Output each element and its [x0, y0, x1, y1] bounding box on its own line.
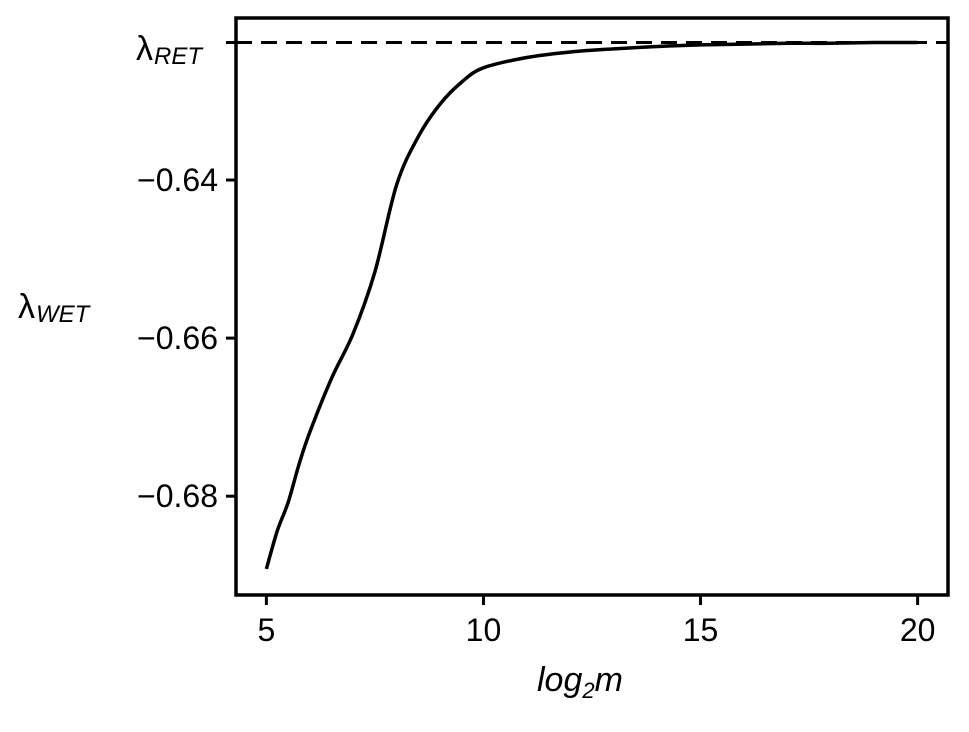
- series-layer: [236, 40, 948, 570]
- y-axis-label: λWET: [18, 288, 92, 328]
- ticks-layer: 5 10 15 20 −0.64 −0.66 −0.68: [137, 41, 936, 648]
- y-tick-label: −0.68: [137, 478, 218, 514]
- reference-line-subscript: RET: [154, 43, 204, 70]
- x-tick-label: 10: [466, 612, 502, 648]
- x-axis-label-base: log: [537, 661, 582, 699]
- y-axis-subscript: WET: [36, 301, 92, 328]
- x-axis-label-rest: m: [595, 661, 623, 699]
- x-axis-label-subscript: 2: [581, 678, 594, 703]
- series-line: [264, 40, 918, 570]
- x-tick-label: 20: [900, 612, 936, 648]
- y-tick-label: −0.64: [137, 162, 218, 198]
- x-tick-label: 5: [257, 612, 275, 648]
- y-tick-label: −0.66: [137, 320, 218, 356]
- plot-frame: [234, 16, 950, 597]
- reference-line-label: λRET: [136, 30, 204, 70]
- reference-line-symbol: λ: [136, 30, 153, 68]
- x-axis-label: log2m: [537, 661, 623, 703]
- x-tick-label: 15: [683, 612, 719, 648]
- y-axis-symbol: λ: [18, 288, 35, 326]
